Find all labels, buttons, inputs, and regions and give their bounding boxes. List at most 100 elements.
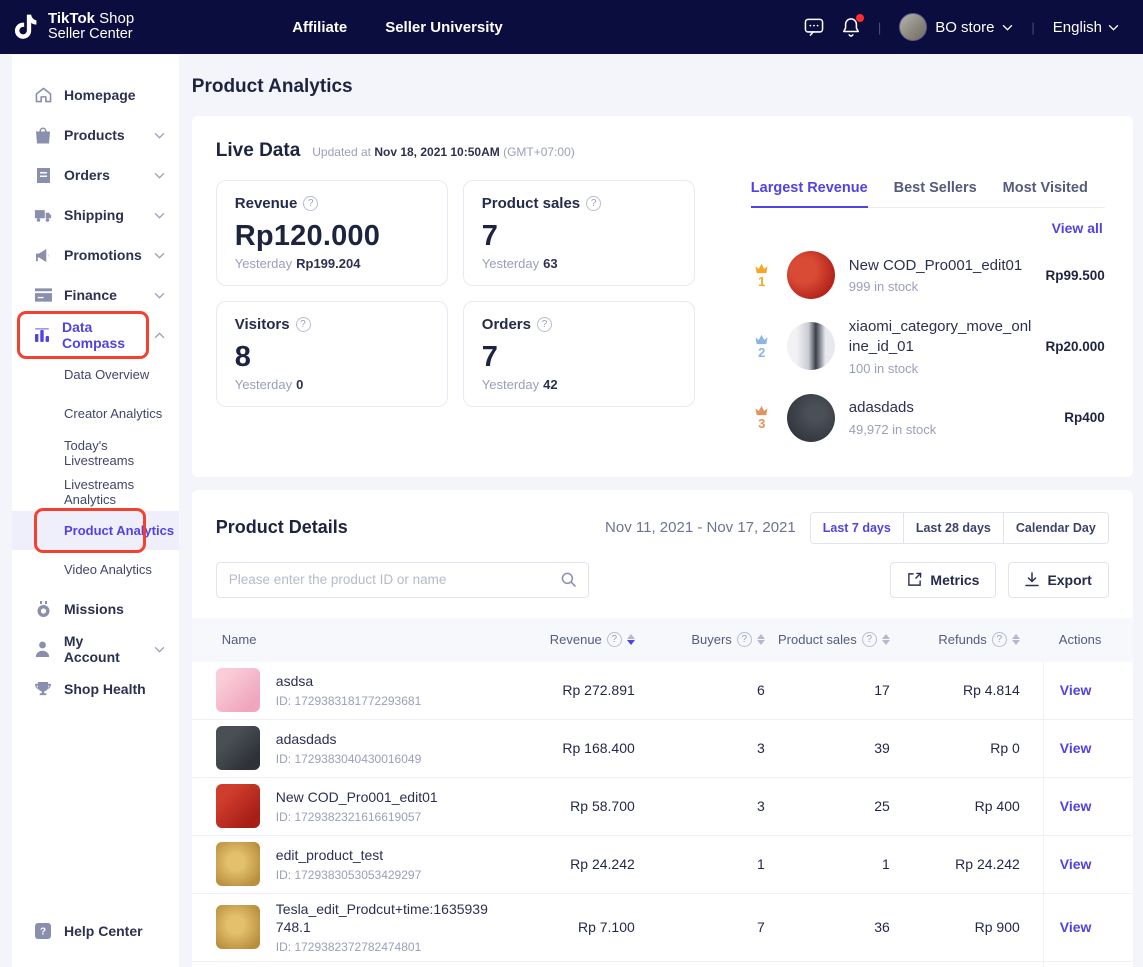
sidebar-item-products[interactable]: Products: [12, 115, 179, 155]
store-switcher[interactable]: BO store: [899, 13, 1013, 41]
view-link[interactable]: View: [1060, 682, 1092, 698]
range-button-last-7-days[interactable]: Last 7 days: [811, 513, 903, 543]
help-circle-icon[interactable]: ?: [586, 196, 601, 211]
sidebar-item-homepage[interactable]: Homepage: [12, 75, 179, 115]
sort-icon[interactable]: [882, 634, 890, 645]
sidebar-subitem-data-overview[interactable]: Data Overview: [12, 355, 179, 394]
column-header-actions: Actions: [1043, 632, 1133, 647]
view-all-link[interactable]: View all: [1052, 220, 1103, 236]
nav-link-seller-university[interactable]: Seller University: [385, 19, 503, 36]
tab-best-sellers[interactable]: Best Sellers: [894, 180, 977, 207]
brand-logo[interactable]: TikTok Shop Seller Center: [14, 11, 134, 43]
metric-value: Rp120.000: [235, 220, 429, 253]
sidebar-subitem-video-analytics[interactable]: Video Analytics: [12, 550, 179, 589]
chevron-down-icon: [154, 292, 165, 299]
ranking-item[interactable]: 2 xiaomi_category_move_online_id_01 100 …: [751, 308, 1105, 385]
column-header-product-sales[interactable]: Product sales ?: [765, 632, 890, 647]
product-sales-cell: 36: [765, 919, 890, 935]
sidebar-subitem-creator-analytics[interactable]: Creator Analytics: [12, 394, 179, 433]
product-search-input[interactable]: [229, 572, 561, 587]
view-link[interactable]: View: [1060, 798, 1092, 814]
sidebar-item-label: Data Compass: [62, 319, 142, 351]
metric-label: Product sales: [482, 195, 580, 212]
store-avatar: [899, 13, 927, 41]
tiktok-note-icon: [14, 12, 40, 42]
rank-2-crown-icon: 2: [751, 334, 773, 359]
truck-icon: [34, 208, 52, 223]
tab-largest-revenue[interactable]: Largest Revenue: [751, 180, 868, 208]
medal-icon: [34, 601, 52, 618]
help-circle-icon[interactable]: ?: [537, 317, 552, 332]
product-search-box: [216, 562, 589, 598]
sidebar-subitem-livestreams-analytics[interactable]: Livestreams Analytics: [12, 472, 179, 511]
metric-card-revenue[interactable]: Revenue? Rp120.000 YesterdayRp199.204: [216, 180, 448, 286]
sidebar-item-orders[interactable]: Orders: [12, 155, 179, 195]
sidebar-item-data-compass[interactable]: Data Compass: [12, 315, 179, 355]
ranking-item[interactable]: 1 New COD_Pro001_edit01 999 in stock Rp9…: [751, 242, 1105, 308]
refunds-cell: Rp 0: [890, 740, 1020, 756]
live-metrics-grid: Revenue? Rp120.000 YesterdayRp199.204 Pr…: [216, 180, 695, 451]
sidebar-subitem-todays-livestreams[interactable]: Today's Livestreams: [12, 433, 179, 472]
revenue-cell: Rp 272.891: [510, 682, 635, 698]
notifications-bell-icon[interactable]: [842, 17, 860, 37]
table-row: asdsa ID: 1729383181772293681 Rp 272.891…: [192, 662, 1133, 720]
tab-most-visited[interactable]: Most Visited: [1003, 180, 1088, 207]
sidebar: Homepage Products Orders Shipping: [12, 55, 179, 967]
sort-icon[interactable]: [1012, 634, 1020, 645]
ranked-product-stock: 49,972 in stock: [849, 422, 1050, 437]
subitem-label: Creator Analytics: [64, 406, 162, 421]
revenue-cell: Rp 168.400: [510, 740, 635, 756]
metric-card-orders[interactable]: Orders? 7 Yesterday42: [463, 301, 695, 407]
view-link[interactable]: View: [1060, 740, 1092, 756]
help-circle-icon[interactable]: ?: [296, 317, 311, 332]
sidebar-item-help-center[interactable]: ? Help Center: [12, 911, 179, 951]
column-header-revenue[interactable]: Revenue ?: [510, 632, 635, 647]
revenue-cell: Rp 7.100: [510, 919, 635, 935]
metric-card-visitors[interactable]: Visitors? 8 Yesterday0: [216, 301, 448, 407]
sidebar-item-missions[interactable]: Missions: [12, 589, 179, 629]
metrics-button[interactable]: Metrics: [890, 562, 996, 598]
sidebar-item-label: Missions: [64, 601, 124, 617]
messages-icon[interactable]: [804, 18, 824, 36]
ranking-item[interactable]: 3 adasdads 49,972 in stock Rp400: [751, 385, 1105, 451]
sidebar-item-label: Products: [64, 127, 125, 143]
search-icon[interactable]: [561, 572, 576, 587]
product-image: [787, 394, 835, 442]
edit-square-icon: [907, 572, 922, 587]
range-button-last-28-days[interactable]: Last 28 days: [903, 513, 1003, 543]
sidebar-item-shop-health[interactable]: Shop Health: [12, 669, 179, 709]
refunds-cell: Rp 900: [890, 919, 1020, 935]
column-header-refunds[interactable]: Refunds ?: [890, 632, 1020, 647]
sidebar-item-finance[interactable]: Finance: [12, 275, 179, 315]
product-id: ID: 1729383040430016049: [276, 752, 421, 766]
sidebar-item-my-account[interactable]: My Account: [12, 629, 179, 669]
subitem-label: Data Overview: [64, 367, 149, 382]
nav-link-affiliate[interactable]: Affiliate: [292, 19, 347, 36]
help-circle-icon[interactable]: ?: [303, 196, 318, 211]
yesterday-value: 63: [543, 256, 557, 271]
metric-card-product-sales[interactable]: Product sales? 7 Yesterday63: [463, 180, 695, 286]
export-button[interactable]: Export: [1008, 562, 1108, 598]
ranked-product-price: Rp99.500: [1045, 268, 1104, 283]
help-circle-icon[interactable]: ?: [862, 632, 877, 647]
help-circle-icon[interactable]: ?: [992, 632, 1007, 647]
range-button-calendar-day[interactable]: Calendar Day: [1003, 513, 1108, 543]
column-header-buyers[interactable]: Buyers ?: [635, 632, 765, 647]
view-link[interactable]: View: [1060, 919, 1092, 935]
sidebar-item-shipping[interactable]: Shipping: [12, 195, 179, 235]
nav-divider: |: [878, 20, 881, 35]
revenue-cell: Rp 24.242: [510, 856, 635, 872]
sort-icon[interactable]: [627, 634, 635, 645]
sidebar-subitem-product-analytics[interactable]: Product Analytics: [12, 511, 179, 550]
sort-icon[interactable]: [757, 634, 765, 645]
live-data-updated: Updated at Nov 18, 2021 10:50AM (GMT+07:…: [312, 145, 575, 159]
date-range-segmented-control: Last 7 days Last 28 days Calendar Day: [810, 512, 1109, 544]
help-circle-icon[interactable]: ?: [737, 632, 752, 647]
sidebar-item-promotions[interactable]: Promotions: [12, 235, 179, 275]
date-range-text: Nov 11, 2021 - Nov 17, 2021: [605, 519, 796, 536]
view-link[interactable]: View: [1060, 856, 1092, 872]
help-circle-icon[interactable]: ?: [607, 632, 622, 647]
home-icon: [34, 87, 52, 103]
table-row: Tesla_edit_Prodcut+time:1635939748.1 ID:…: [192, 894, 1133, 962]
language-selector[interactable]: English: [1053, 19, 1119, 36]
